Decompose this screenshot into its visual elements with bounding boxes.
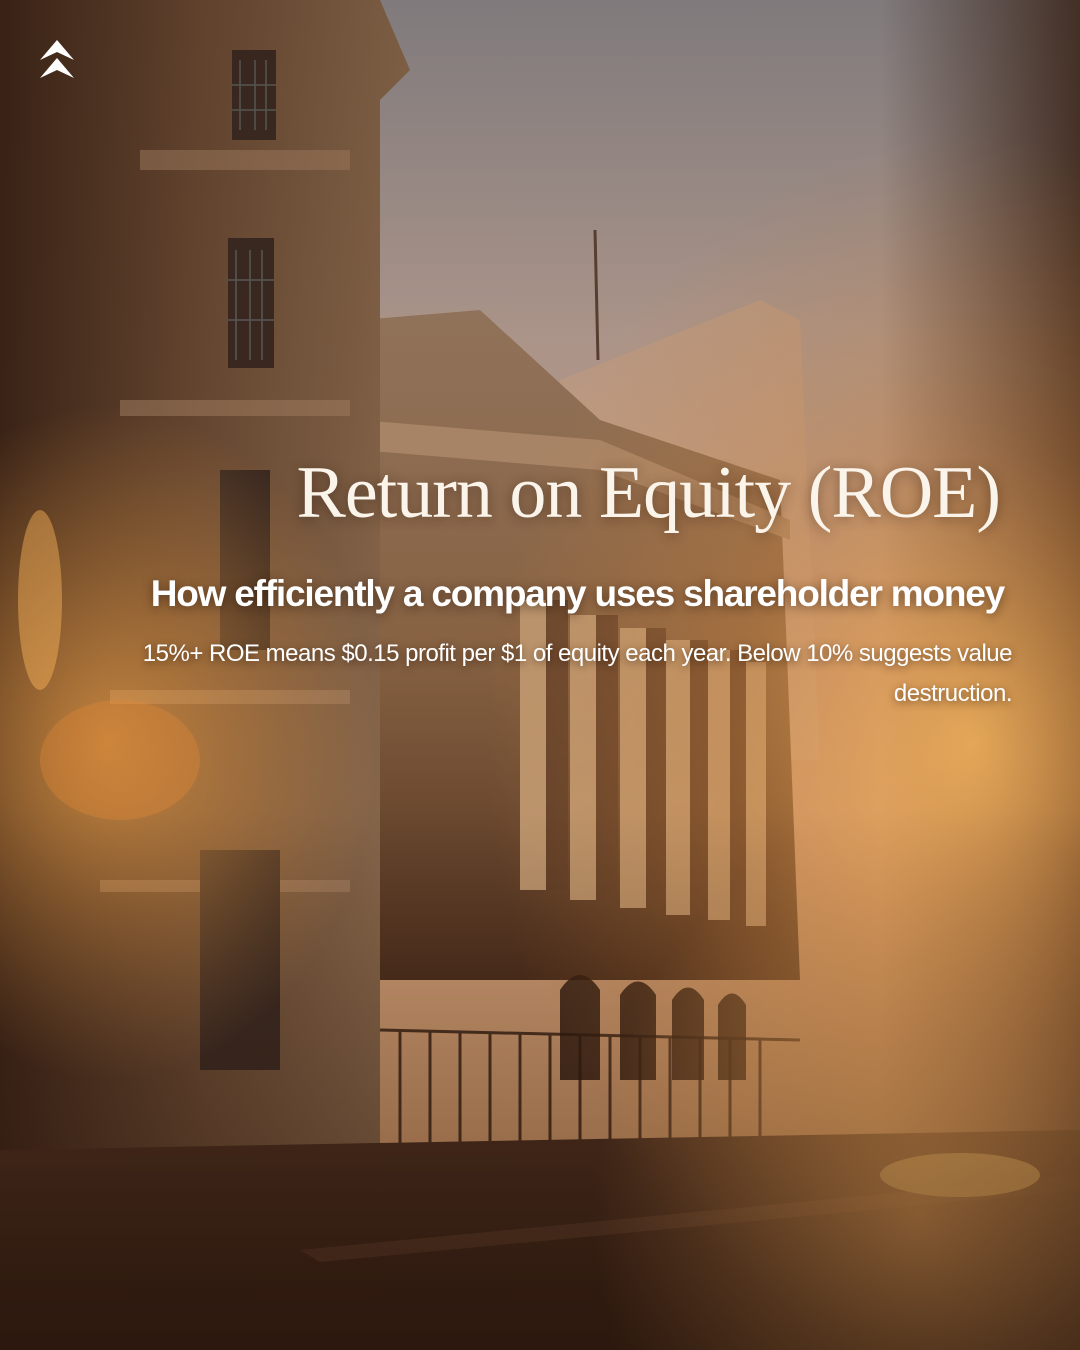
post-title: Return on Equity (ROE) xyxy=(296,452,1001,534)
brand-logo-icon xyxy=(40,40,74,78)
post-subtitle: How efficiently a company uses sharehold… xyxy=(150,573,1005,614)
post-body-text: 15%+ ROE means $0.15 profit per $1 of eq… xyxy=(142,640,1013,707)
